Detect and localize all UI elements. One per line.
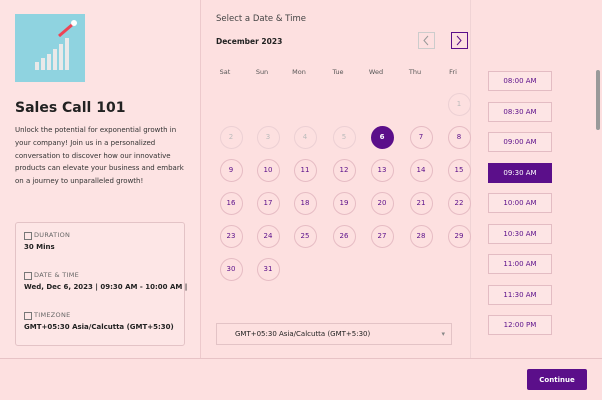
- weekday: Tue: [332, 68, 344, 76]
- detail-icon: [24, 312, 32, 320]
- detail-value: 30 Mins: [24, 243, 55, 251]
- detail-label: DATE & TIME: [34, 271, 80, 279]
- calendar-day[interactable]: 12: [332, 158, 356, 182]
- weekday: Sun: [255, 68, 269, 76]
- calendar-day[interactable]: 26: [332, 224, 356, 248]
- time-slot[interactable]: 09:00 AM: [488, 132, 552, 152]
- weekday: Wed: [368, 68, 384, 76]
- calendar-day[interactable]: 15: [447, 158, 471, 182]
- calendar-day[interactable]: 28: [409, 224, 433, 248]
- time-slot[interactable]: 08:30 AM: [488, 101, 552, 122]
- month-nav[interactable]: [418, 32, 470, 50]
- calendar-day[interactable]: 6: [370, 125, 394, 149]
- calendar-day[interactable]: 7: [409, 125, 433, 149]
- event-description: Unlock the potential for exponential gro…: [15, 126, 184, 186]
- calendar-day[interactable]: 24: [256, 224, 280, 248]
- calendar-day[interactable]: 20: [370, 191, 394, 215]
- calendar-day: 5: [332, 125, 356, 149]
- timezone-text: GMT+05:30 Asia/Calcutta (GMT+5:30): [235, 330, 371, 338]
- calendar-day[interactable]: 31: [256, 257, 280, 281]
- time-slot[interactable]: 08:00 AM: [488, 71, 552, 91]
- calendar-day[interactable]: 13: [370, 158, 394, 182]
- weekday: Mon: [292, 68, 306, 76]
- calendar-day[interactable]: 25: [293, 224, 317, 248]
- calendar-day[interactable]: 19: [332, 191, 356, 215]
- divider: [470, 0, 471, 358]
- calendar-day: 3: [256, 125, 280, 149]
- detail-label: DURATION: [34, 231, 71, 239]
- calendar-day[interactable]: 14: [409, 158, 433, 182]
- calendar-day[interactable]: 23: [219, 224, 243, 248]
- calendar-day: 4: [293, 125, 317, 149]
- calendar-day[interactable]: 18: [293, 191, 317, 215]
- calendar-day[interactable]: 22: [447, 191, 471, 215]
- detail-icon: [24, 272, 32, 280]
- details-box: [15, 222, 185, 346]
- time-slot[interactable]: 12:00 PM: [488, 315, 552, 335]
- calendar-day[interactable]: 16: [219, 191, 243, 215]
- timezone-select[interactable]: GMT+05:30 Asia/Calcutta (GMT+5:30) ▾: [216, 323, 452, 345]
- detail-icon: [24, 232, 32, 240]
- event-image: [15, 14, 85, 82]
- calendar-day: 1: [447, 92, 471, 116]
- calendar-day[interactable]: 8: [447, 125, 471, 149]
- calendar-day[interactable]: 27: [370, 224, 394, 248]
- calendar-day[interactable]: 11: [293, 158, 317, 182]
- time-slot[interactable]: 10:00 AM: [488, 193, 552, 213]
- weekday: Thu: [408, 68, 422, 76]
- event-title: Sales Call 101: [15, 100, 126, 116]
- detail-value: Wed, Dec 6, 2023 | 09:30 AM - 10:00 AM |: [24, 283, 188, 291]
- scrollbar: [596, 70, 600, 130]
- calendar-day[interactable]: 29: [447, 224, 471, 248]
- calendar-day[interactable]: 21: [409, 191, 433, 215]
- month: December 2023: [216, 37, 283, 46]
- detail-label: TIMEZONE: [34, 311, 71, 319]
- time-slot[interactable]: 10:30 AM: [488, 223, 552, 244]
- time-slot[interactable]: 11:30 AM: [488, 284, 552, 305]
- continue-button[interactable]: Continue: [527, 369, 587, 390]
- calendar-day[interactable]: 9: [219, 158, 243, 182]
- weekday: Sat: [219, 68, 231, 76]
- calendar-day[interactable]: 17: [256, 191, 280, 215]
- footer-divider: [0, 358, 602, 359]
- time-slot[interactable]: 09:30 AM: [488, 162, 552, 183]
- weekday: Fri: [449, 68, 457, 76]
- heading: Select a Date & Time: [216, 14, 306, 24]
- calendar-day: 2: [219, 125, 243, 149]
- time-slot[interactable]: 11:00 AM: [488, 254, 552, 274]
- calendar-day[interactable]: 10: [256, 158, 280, 182]
- detail-value: GMT+05:30 Asia/Calcutta (GMT+5:30): [24, 323, 174, 331]
- calendar-day[interactable]: 30: [219, 257, 243, 281]
